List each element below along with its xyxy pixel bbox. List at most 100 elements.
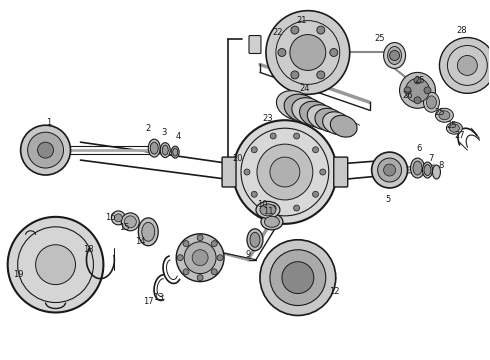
Text: 1: 1 [46,118,51,127]
Circle shape [424,87,431,94]
Text: 14: 14 [135,237,146,246]
Circle shape [291,71,299,79]
Circle shape [290,35,326,71]
Text: 11: 11 [263,207,273,216]
Circle shape [36,245,75,285]
Text: 18: 18 [83,245,94,254]
Circle shape [282,262,314,293]
Circle shape [21,125,71,175]
Text: 26: 26 [402,91,413,100]
Ellipse shape [265,216,279,227]
Text: 6: 6 [417,144,422,153]
Circle shape [278,49,286,57]
Ellipse shape [449,124,460,132]
Circle shape [270,205,276,211]
Text: 27: 27 [454,131,465,140]
Circle shape [211,240,217,247]
Ellipse shape [256,201,280,219]
Text: 21: 21 [296,16,307,25]
Circle shape [440,37,490,93]
Text: 20: 20 [233,154,243,163]
Text: 8: 8 [439,161,444,170]
Ellipse shape [315,108,344,132]
Text: 12: 12 [329,287,340,296]
Ellipse shape [439,111,450,120]
Circle shape [233,120,337,224]
Circle shape [378,158,401,182]
Ellipse shape [250,232,260,247]
Circle shape [184,242,216,274]
Ellipse shape [171,146,179,158]
Circle shape [371,152,408,188]
Text: 25: 25 [374,34,385,43]
Circle shape [414,77,421,84]
Circle shape [404,87,411,94]
Text: 9: 9 [245,250,250,259]
Ellipse shape [292,98,326,125]
Circle shape [111,211,125,225]
Circle shape [244,169,250,175]
Ellipse shape [411,158,424,178]
Ellipse shape [276,91,313,120]
Ellipse shape [284,94,319,122]
Ellipse shape [150,142,158,154]
Text: 23: 23 [263,114,273,123]
Circle shape [390,50,399,60]
Ellipse shape [307,105,338,130]
Ellipse shape [388,46,401,64]
Circle shape [270,133,276,139]
Circle shape [260,240,336,315]
Ellipse shape [413,161,422,175]
Ellipse shape [424,165,431,176]
Ellipse shape [160,143,170,158]
Ellipse shape [148,139,160,157]
Ellipse shape [261,214,283,230]
Text: 15: 15 [119,223,129,232]
Ellipse shape [299,101,332,127]
Circle shape [257,144,313,200]
Text: 19: 19 [13,270,24,279]
Text: 2: 2 [146,124,151,133]
Circle shape [122,213,139,231]
Ellipse shape [426,96,437,109]
Text: 25: 25 [434,108,445,117]
Text: 3: 3 [162,128,167,137]
FancyBboxPatch shape [334,157,348,187]
Ellipse shape [436,108,453,122]
Circle shape [183,240,189,247]
Ellipse shape [422,162,433,178]
Circle shape [8,217,103,312]
Ellipse shape [247,229,263,251]
Circle shape [114,214,122,222]
Ellipse shape [446,122,463,134]
Text: 28: 28 [456,26,466,35]
Circle shape [38,142,53,158]
Circle shape [291,26,299,34]
Circle shape [270,157,300,187]
Text: 10: 10 [257,201,267,210]
Ellipse shape [433,165,441,179]
Text: 17: 17 [143,297,153,306]
Circle shape [183,269,189,275]
Text: 7: 7 [429,154,434,163]
FancyBboxPatch shape [222,157,236,187]
Circle shape [294,133,299,139]
Circle shape [211,269,217,275]
Circle shape [124,216,136,228]
Circle shape [27,132,64,168]
Text: 24: 24 [299,84,310,93]
Circle shape [177,255,183,261]
Circle shape [217,255,223,261]
Circle shape [251,147,257,153]
Circle shape [414,97,421,104]
Circle shape [176,234,224,282]
Circle shape [197,235,203,241]
Circle shape [399,72,436,108]
Ellipse shape [138,218,158,246]
Ellipse shape [142,222,155,241]
Ellipse shape [330,115,357,137]
FancyBboxPatch shape [249,36,261,54]
Circle shape [384,164,395,176]
Circle shape [313,147,318,153]
Ellipse shape [162,145,168,155]
